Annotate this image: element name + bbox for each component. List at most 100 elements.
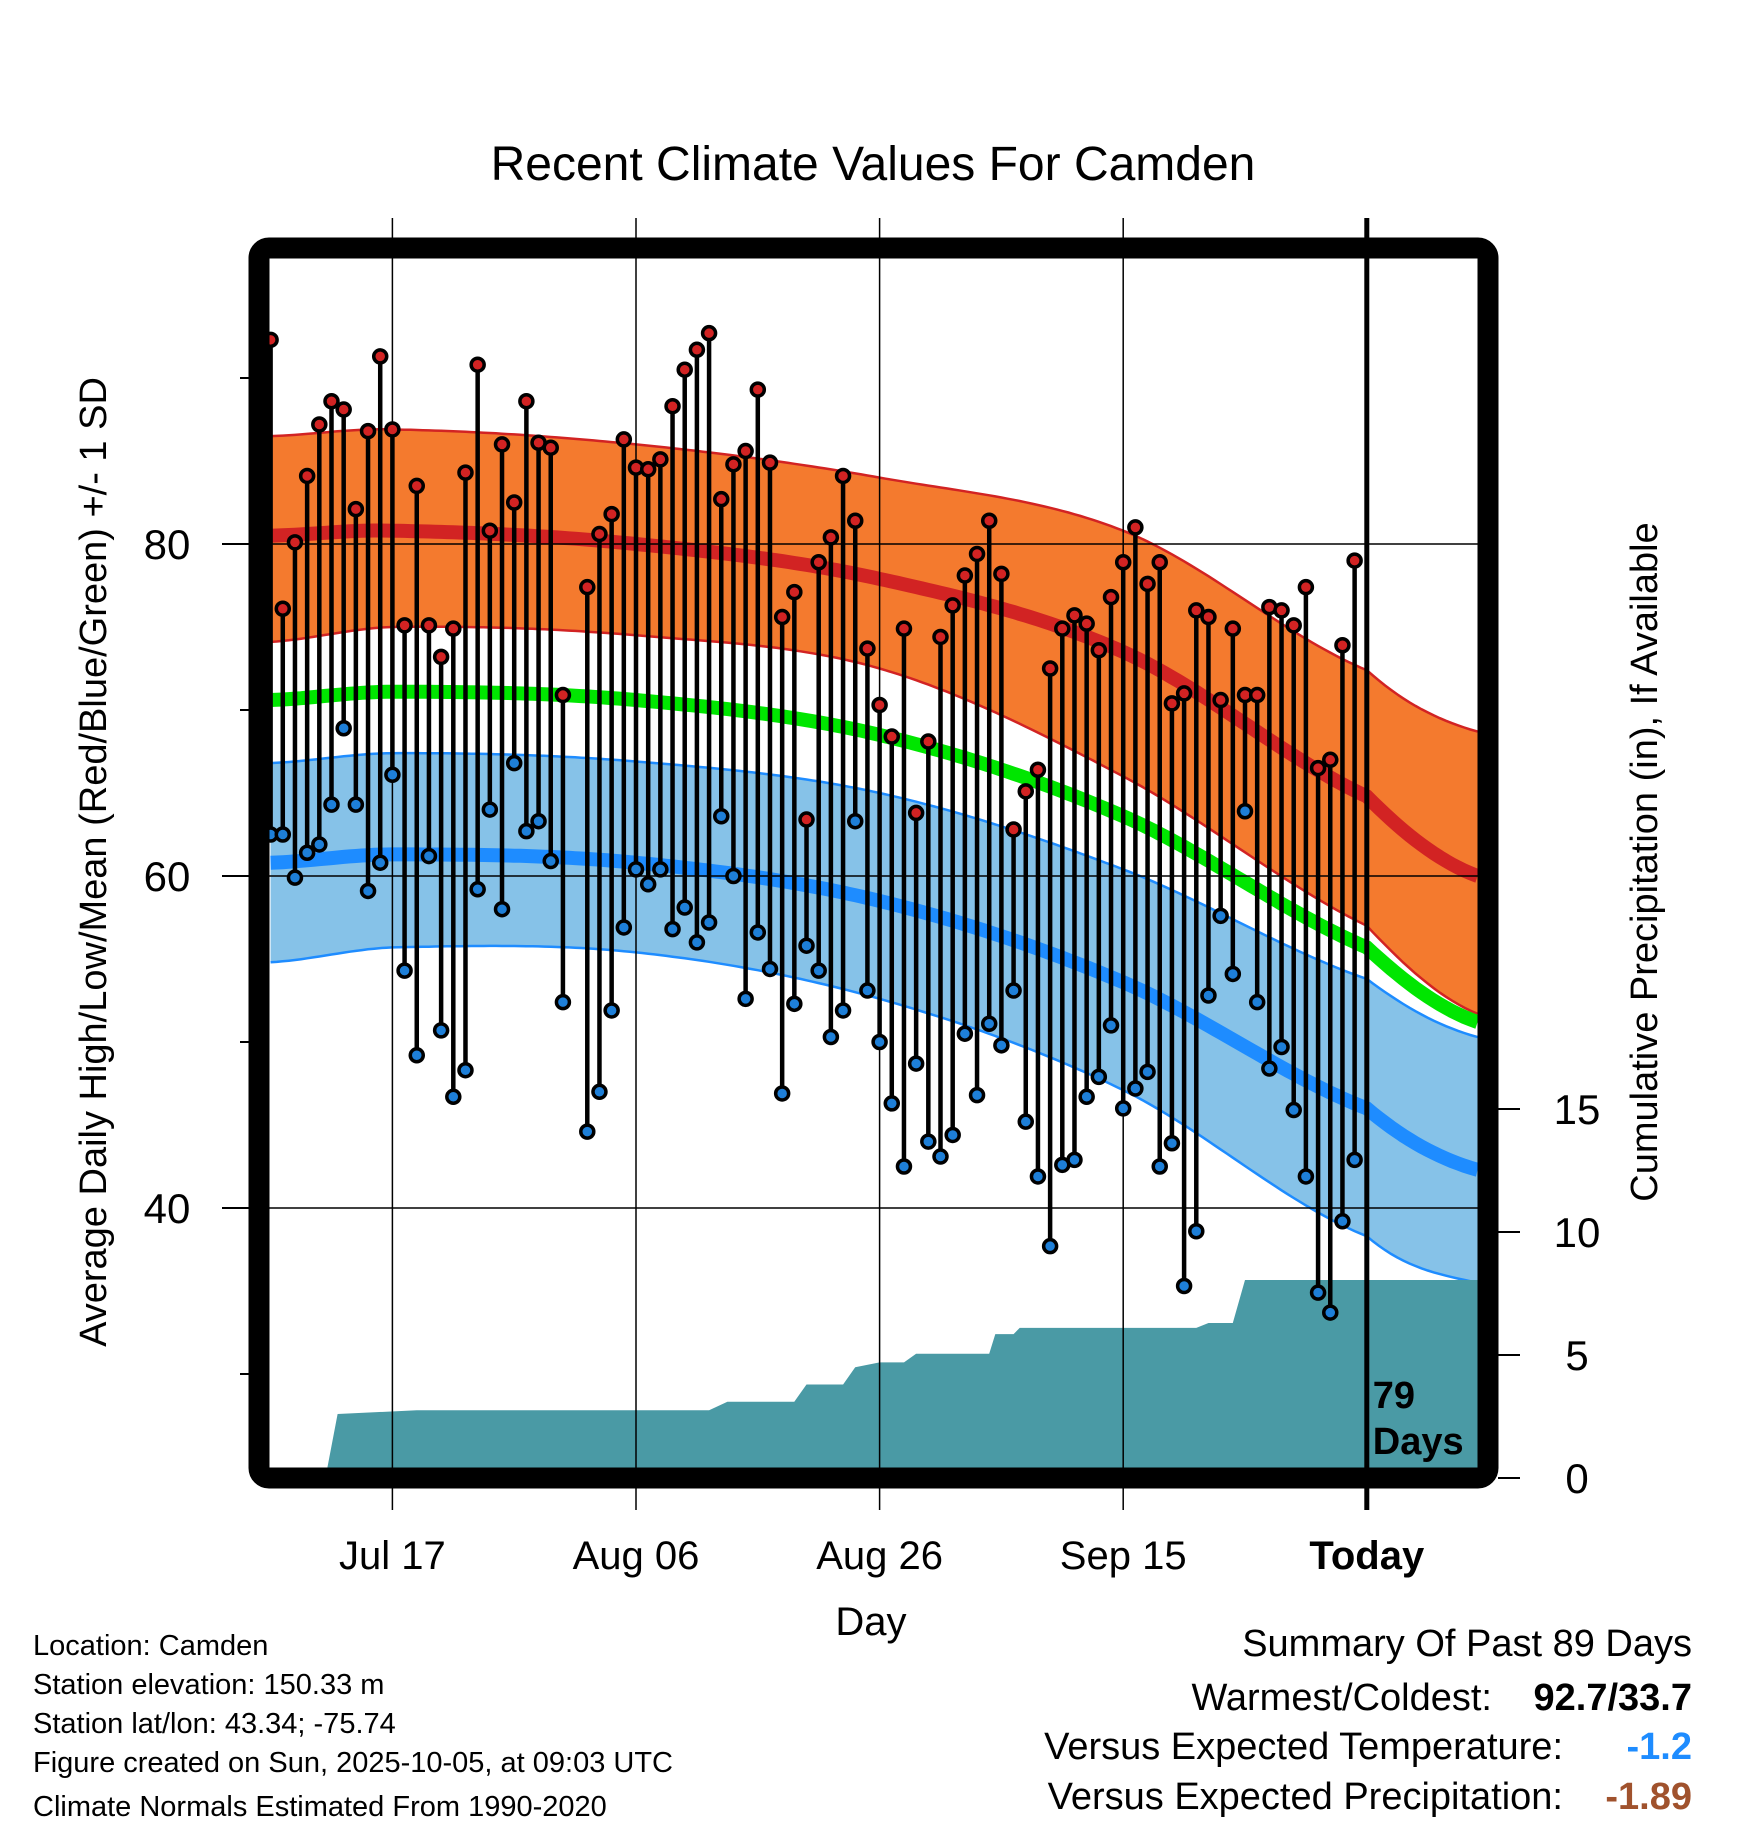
daily-high-point [1273, 602, 1290, 619]
daily-high-point [408, 477, 426, 495]
daily-high-point [956, 567, 974, 584]
chart-title: Recent Climate Values For Camden [491, 138, 1256, 191]
daily-low-point [408, 1047, 426, 1064]
daily-high-point [1212, 691, 1229, 709]
daily-high-point [639, 461, 657, 478]
daily-high-point [664, 397, 681, 415]
normal-low-sd-band [270, 753, 1478, 1283]
y-tick-label: 60 [144, 853, 191, 900]
daily-low-point [1102, 1017, 1120, 1034]
daily-low-point [1151, 1158, 1168, 1175]
daily-high-point [493, 436, 511, 453]
daily-high-point [384, 421, 401, 438]
daily-high-point [1346, 552, 1363, 569]
daily-low-point [1005, 982, 1022, 999]
daily-low-point [286, 869, 304, 886]
daily-high-point [481, 522, 499, 539]
daily-high-point [1078, 615, 1095, 632]
x-tick-label: Aug 26 [816, 1534, 943, 1578]
daily-high-point [1127, 519, 1144, 536]
daily-points-layer [262, 324, 1363, 1321]
daily-low-point [396, 962, 413, 979]
daily-high-point [846, 512, 864, 530]
daily-low-point [932, 1148, 949, 1165]
daily-low-point [920, 1133, 937, 1150]
daily-low-point [1175, 1277, 1193, 1295]
daily-low-point [347, 796, 365, 813]
daily-low-point [944, 1126, 961, 1144]
daily-low-point [457, 1061, 474, 1079]
summary-warmest-coldest-label: Warmest/Coldest: [1191, 1677, 1492, 1719]
daily-high-point [1114, 554, 1132, 571]
daily-low-point [786, 995, 803, 1013]
daily-low-point [469, 881, 486, 898]
normal-high-sd-band [270, 429, 1478, 1014]
daily-high-point [920, 733, 937, 750]
daily-high-point [822, 529, 840, 546]
daily-low-point [371, 854, 389, 871]
daily-low-point [700, 914, 718, 931]
info-normals: Climate Normals Estimated From 1990-2020 [33, 1791, 607, 1823]
summary-title: Summary Of Past 89 Days [1242, 1623, 1692, 1665]
daily-low-point [1078, 1088, 1095, 1106]
daily-low-point [822, 1028, 840, 1046]
daily-high-point [469, 356, 486, 373]
daily-low-point [359, 882, 377, 900]
daily-high-point [895, 620, 913, 637]
summary-temp-label: Versus Expected Temperature: [1044, 1726, 1563, 1768]
daily-high-point [518, 392, 535, 410]
daily-high-point [1175, 685, 1193, 702]
daily-low-point [725, 867, 742, 885]
daily-high-point [737, 442, 754, 460]
daily-low-point [1248, 993, 1266, 1011]
summary-precip-value: -1.89 [1605, 1776, 1692, 1818]
daily-high-point [761, 454, 779, 471]
daily-high-point [1017, 783, 1035, 800]
x-tick-label: Jul 17 [339, 1534, 446, 1578]
daily-low-point [871, 1033, 888, 1051]
daily-low-point [956, 1025, 974, 1042]
summary-temp-value: -1.2 [1627, 1726, 1692, 1768]
daily-high-point [688, 341, 706, 359]
daily-low-point [274, 826, 292, 843]
daily-high-point [311, 416, 328, 433]
daily-high-point [907, 804, 925, 822]
daily-high-point [286, 534, 304, 551]
daily-high-point [980, 512, 998, 530]
plot-frame [248, 237, 1499, 1489]
daily-low-point [591, 1083, 608, 1101]
daily-low-point [335, 720, 352, 737]
daily-high-point [786, 583, 803, 601]
daily-low-point [1322, 1304, 1339, 1321]
daily-low-point [846, 812, 864, 830]
y2-tick-label: 0 [1565, 1455, 1588, 1502]
daily-low-point [445, 1088, 462, 1106]
precip-layer [270, 1280, 1478, 1478]
y2-axis-label: Cumulative Precipitation (in), If Availa… [1624, 522, 1666, 1201]
y-tick-label: 80 [144, 521, 191, 568]
daily-low-point [968, 1086, 986, 1104]
daily-high-point [347, 500, 365, 518]
info-block: Location: Camden Station elevation: 150.… [33, 1630, 673, 1823]
daily-low-point [883, 1095, 901, 1112]
info-latlon: Station lat/lon: 43.34; -75.74 [33, 1708, 396, 1740]
daily-high-point [615, 431, 633, 448]
daily-low-point [749, 924, 767, 941]
daily-high-point [676, 361, 693, 378]
info-location: Location: Camden [33, 1630, 268, 1662]
daily-high-point [871, 696, 888, 714]
daily-low-point [1041, 1237, 1059, 1255]
daily-high-point [749, 381, 767, 398]
daily-high-point [1090, 641, 1108, 659]
y2-tick-label: 10 [1554, 1209, 1601, 1256]
daily-high-point [932, 628, 949, 646]
daily-low-point [1139, 1063, 1156, 1081]
normal-low-sd-band-lower-edge [270, 944, 1478, 1284]
daily-low-point [1200, 987, 1217, 1004]
daily-high-point [1005, 821, 1022, 838]
daily-low-point [639, 876, 657, 893]
daily-low-point [1066, 1151, 1083, 1169]
daily-low-point [603, 1002, 620, 1019]
daily-high-point [773, 608, 791, 626]
